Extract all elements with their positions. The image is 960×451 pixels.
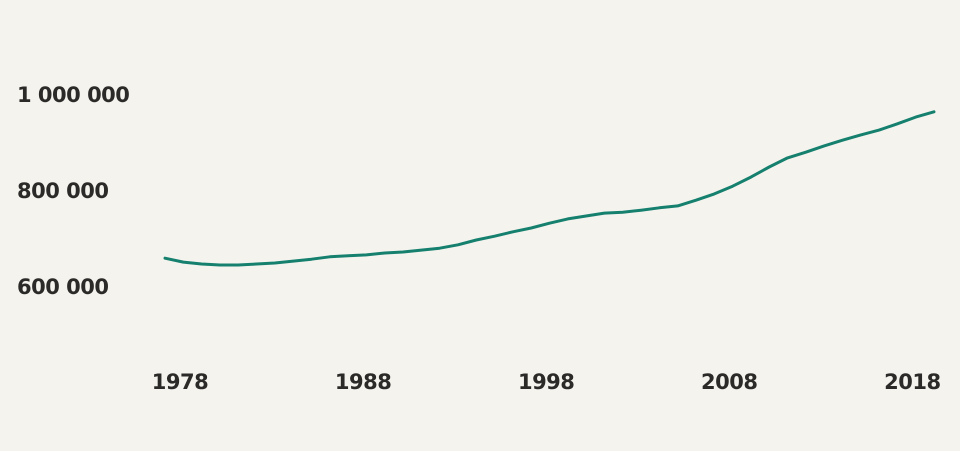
- y-tick-label: 600 000: [17, 275, 108, 299]
- line: [163, 110, 936, 267]
- y-tick-label: 800 000: [17, 179, 108, 203]
- x-tick-label: 2008: [701, 370, 757, 394]
- x-tick-label: 1978: [152, 370, 208, 394]
- x-tick-label: 1988: [335, 370, 391, 394]
- x-tick-label: 1998: [518, 370, 574, 394]
- x-tick-label: 2018: [884, 370, 940, 394]
- y-tick-label: 1 000 000: [17, 83, 129, 107]
